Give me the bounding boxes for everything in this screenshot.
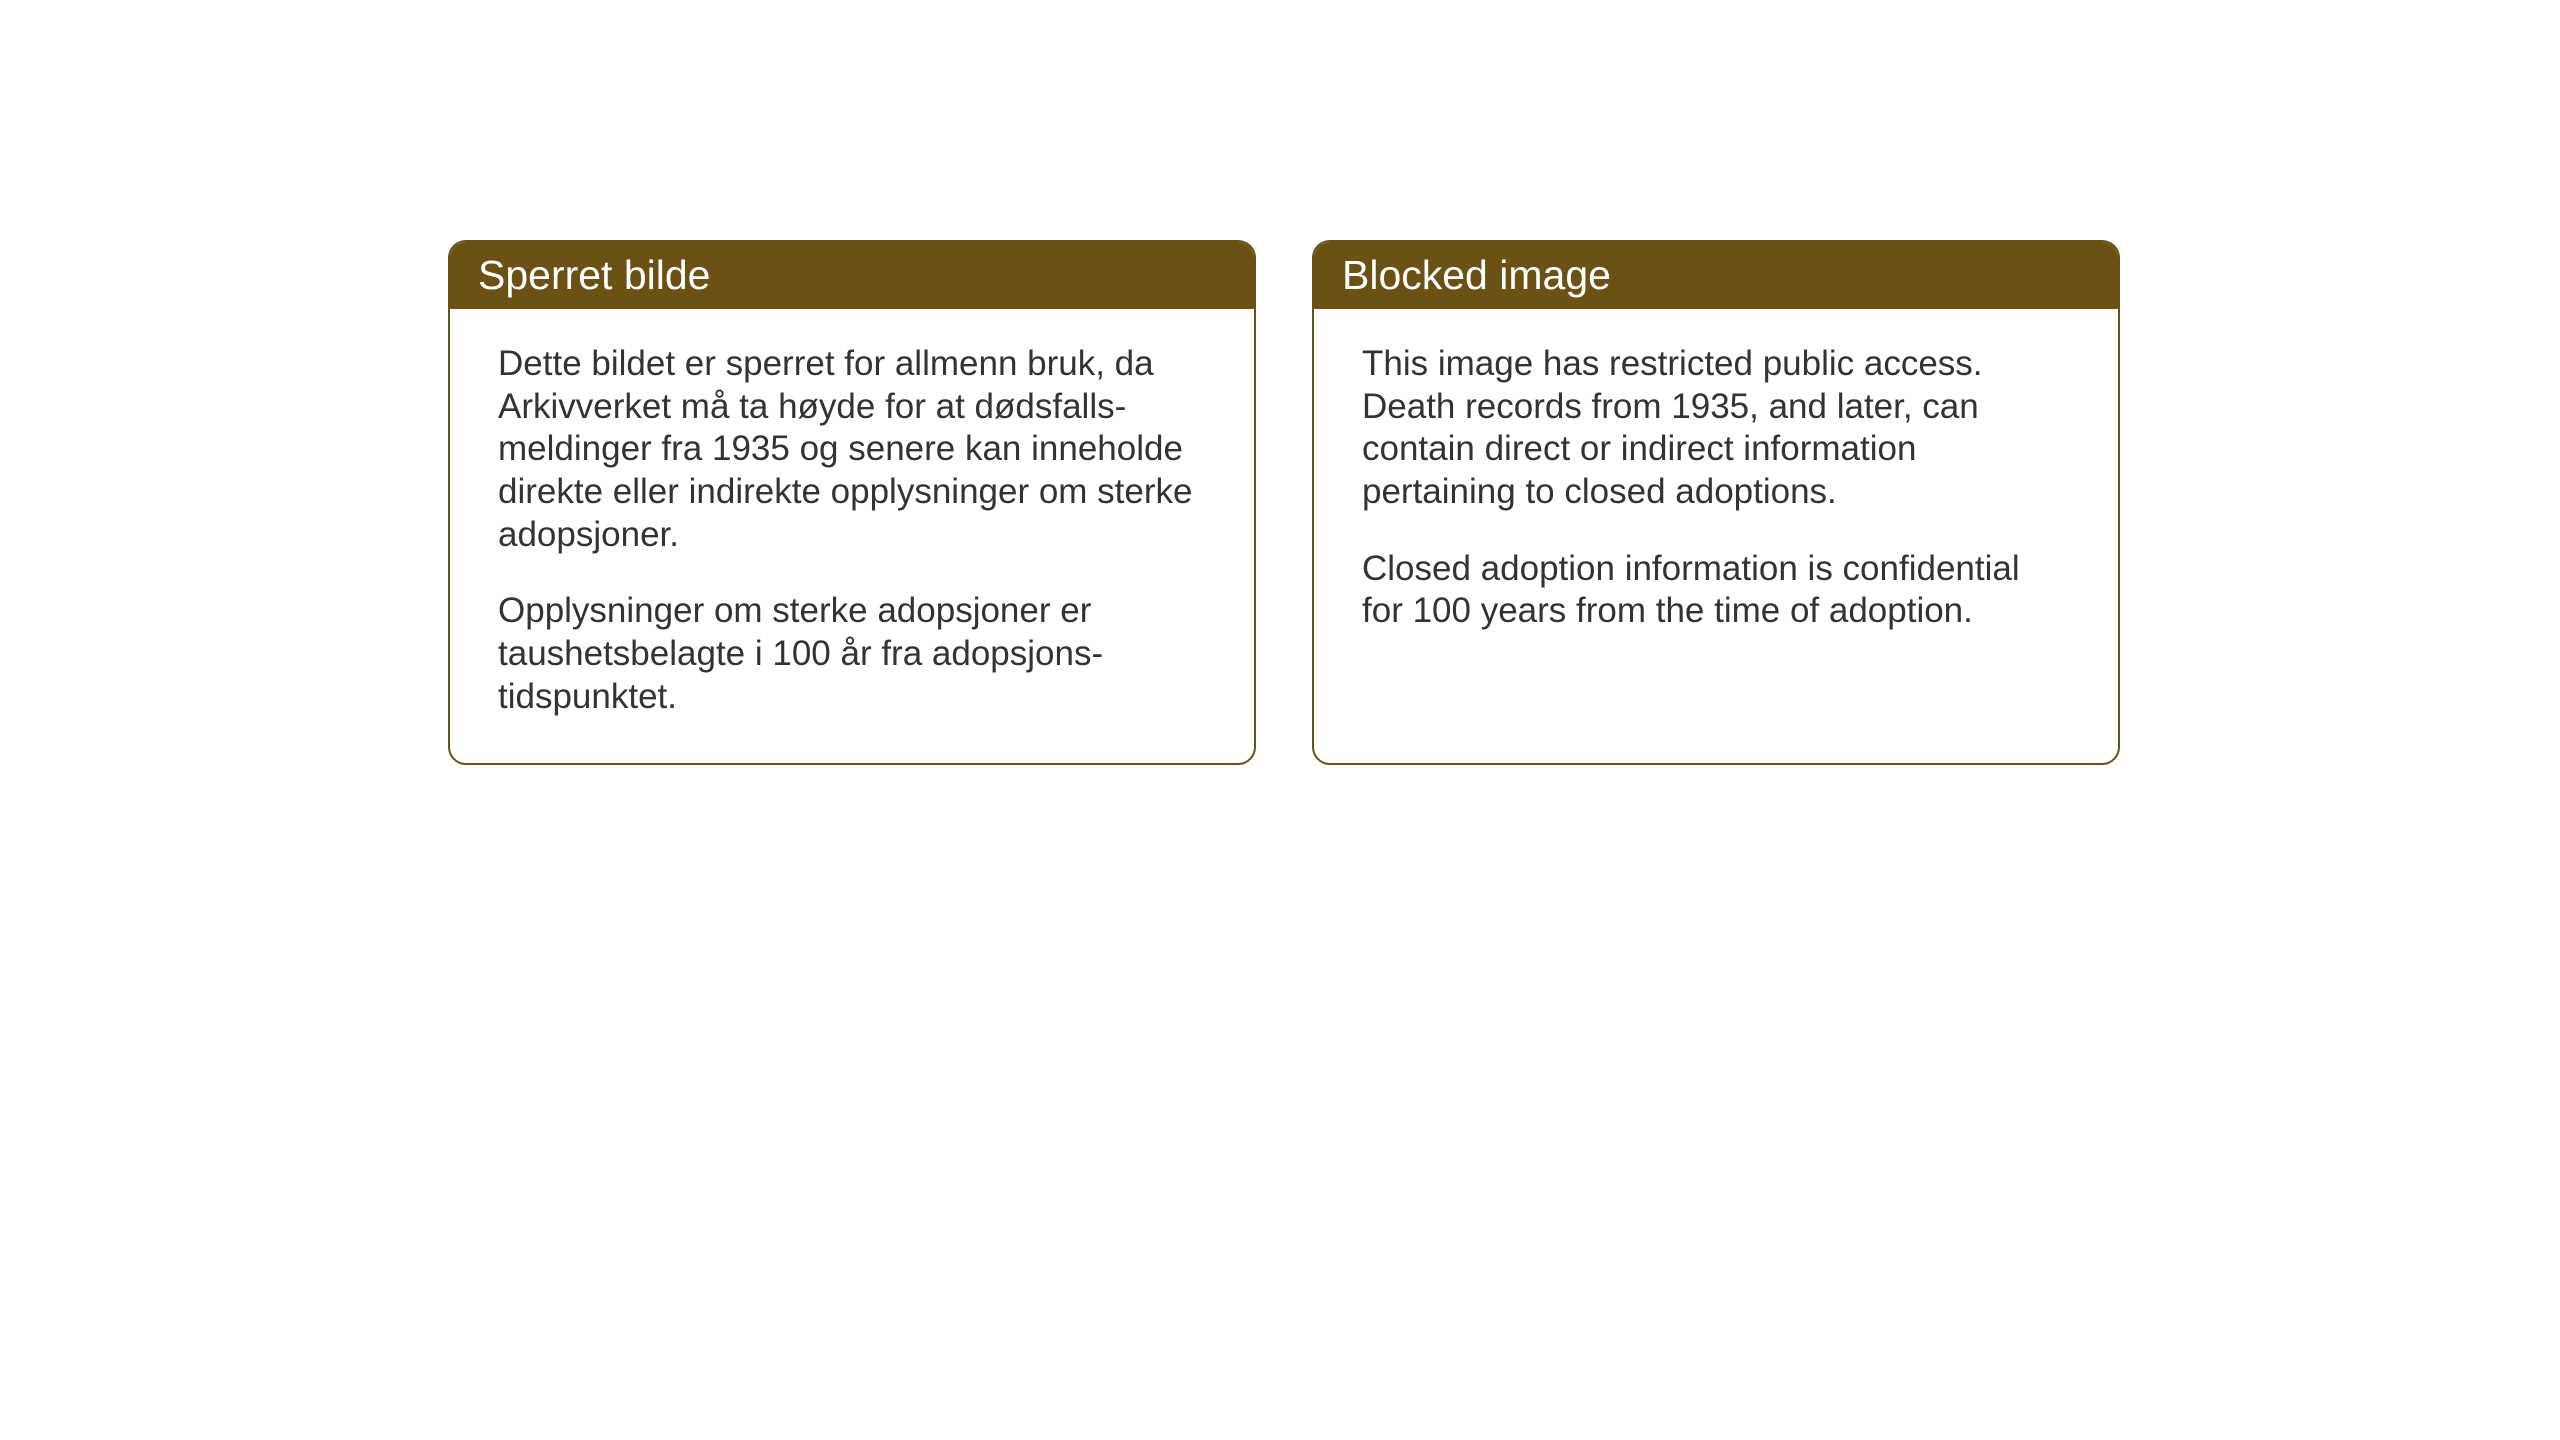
english-paragraph-2: Closed adoption information is confident… [1362,548,2070,633]
norwegian-paragraph-2: Opplysninger om sterke adopsjoner er tau… [498,590,1206,718]
norwegian-card-title: Sperret bilde [450,242,1254,309]
norwegian-card-body: Dette bildet er sperret for allmenn bruk… [450,309,1254,763]
english-card-title: Blocked image [1314,242,2118,309]
norwegian-notice-card: Sperret bilde Dette bildet er sperret fo… [448,240,1256,765]
english-paragraph-1: This image has restricted public access.… [1362,343,2070,514]
norwegian-paragraph-1: Dette bildet er sperret for allmenn bruk… [498,343,1206,556]
english-notice-card: Blocked image This image has restricted … [1312,240,2120,765]
english-card-body: This image has restricted public access.… [1314,309,2118,677]
notice-container: Sperret bilde Dette bildet er sperret fo… [448,240,2120,765]
